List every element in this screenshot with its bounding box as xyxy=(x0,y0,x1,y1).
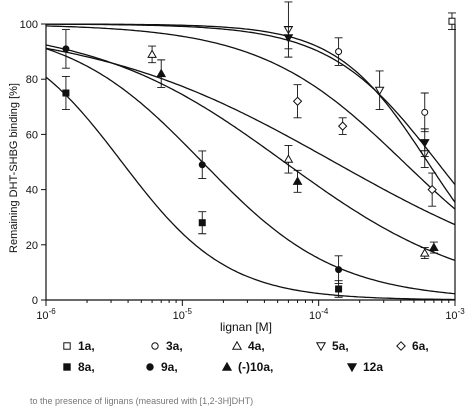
x-tick-label: 10-6 xyxy=(36,307,56,322)
legend-marker xyxy=(151,342,159,350)
legend-marker-shape xyxy=(231,340,243,350)
legend-marker-shape xyxy=(63,363,71,371)
legend-marker-shape xyxy=(151,342,159,350)
data-point-8a xyxy=(62,89,70,97)
data-point-9a xyxy=(198,161,206,169)
data-point-1a xyxy=(448,17,456,25)
legend-marker xyxy=(63,342,71,350)
legend-item: 8a, xyxy=(62,360,95,374)
legend-item: 4a, xyxy=(231,339,265,353)
legend-marker xyxy=(63,363,71,371)
fit-curve-5 xyxy=(45,25,456,210)
legend-label: 5a, xyxy=(332,339,349,353)
data-point-4a xyxy=(283,154,294,163)
y-tick-label: 60 xyxy=(26,129,38,141)
y-tick-label: 100 xyxy=(20,19,38,31)
legend-label: 4a, xyxy=(248,339,265,353)
legend-marker xyxy=(396,341,406,351)
legend-label: 8a, xyxy=(78,360,95,374)
legend-marker xyxy=(221,361,233,371)
data-point-10a xyxy=(292,176,303,185)
legend-item: 9a, xyxy=(145,360,178,374)
y-axis-label: Remaining DHT-SHBG binding [%] xyxy=(8,83,20,253)
legend-item: 5a, xyxy=(315,339,349,353)
data-point-5a xyxy=(374,86,385,96)
legend-item: 12a xyxy=(346,360,384,374)
x-axis-label: lignan [M] xyxy=(220,320,272,334)
fit-curve-2 xyxy=(45,47,456,295)
plot-frame xyxy=(45,24,456,301)
legend-label: 12a xyxy=(363,360,384,374)
data-point-12a xyxy=(283,34,294,43)
x-tick-label: 10-5 xyxy=(173,307,193,322)
fit-curve-7 xyxy=(46,23,456,186)
legend-marker xyxy=(231,340,243,350)
fit-curve-6 xyxy=(46,23,456,203)
data-point-6a xyxy=(337,121,348,131)
legend-marker-shape xyxy=(396,341,406,351)
fit-curve-4 xyxy=(45,47,456,226)
legend-marker-shape xyxy=(346,363,358,373)
legend-label: (-)10a, xyxy=(238,360,274,374)
legend-marker-shape xyxy=(315,342,327,352)
data-point-12a xyxy=(419,139,430,148)
legend-marker xyxy=(346,363,358,373)
data-point-10a xyxy=(429,242,439,252)
data-point-8a xyxy=(198,219,206,227)
footer-text: to the presence of lignans (measured wit… xyxy=(30,396,254,406)
legend-label: 6a, xyxy=(412,339,429,353)
legend-label: 9a, xyxy=(161,360,178,374)
legend-item: 6a, xyxy=(396,339,429,353)
fit-curve-1 xyxy=(45,76,455,301)
legend-marker-shape xyxy=(63,342,71,350)
data-point-6a xyxy=(292,96,303,106)
y-tick-label: 0 xyxy=(32,295,38,307)
data-point-9a xyxy=(62,45,70,53)
x-tick-label: 10-4 xyxy=(309,307,329,322)
data-point-6a xyxy=(427,184,437,195)
x-tick-label: 10-3 xyxy=(445,307,465,322)
y-tick-label: 80 xyxy=(26,74,38,86)
y-tick-label: 20 xyxy=(26,240,38,252)
data-point-3a xyxy=(335,48,343,56)
y-tick-label: 40 xyxy=(26,185,38,197)
legend-item: 1a, xyxy=(62,339,95,353)
legend-item: (-)10a, xyxy=(221,360,274,374)
data-point-8a xyxy=(335,285,343,293)
legend-marker xyxy=(146,363,154,371)
legend-label: 3a, xyxy=(166,339,183,353)
data-point-10a xyxy=(156,68,167,78)
data-point-4a xyxy=(419,248,430,257)
legend-marker xyxy=(315,342,327,352)
legend-marker-shape xyxy=(221,361,233,371)
data-point-3a xyxy=(421,108,429,116)
legend-item: 3a, xyxy=(150,339,183,353)
data-point-9a xyxy=(335,266,343,274)
legend-marker-shape xyxy=(146,363,154,371)
data-point-4a xyxy=(147,49,157,58)
legend-label: 1a, xyxy=(78,339,95,353)
